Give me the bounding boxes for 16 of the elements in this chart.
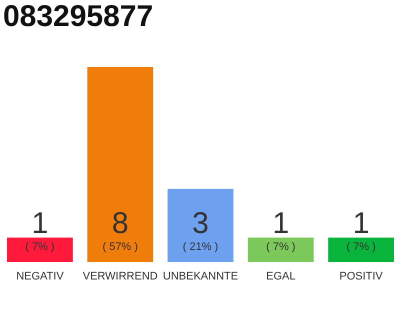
- data-label: 1: [352, 207, 370, 240]
- data-label: 8: [112, 207, 129, 240]
- data-label: 3: [192, 207, 209, 240]
- annotation: ( 7% ): [25, 241, 55, 253]
- x-tick-label: VERWIRREND: [82, 270, 158, 282]
- data-label: 1: [272, 207, 290, 240]
- chart-title: 083295877: [3, 0, 154, 33]
- x-tick-label: NEGATIV: [16, 270, 64, 282]
- annotation: ( 57% ): [102, 241, 138, 253]
- x-tick-label: UNBEKANNTE: [162, 270, 238, 282]
- x-tick-label: POSITIV: [339, 270, 384, 282]
- annotation: ( 21% ): [182, 241, 218, 253]
- x-tick-label: EGAL: [266, 270, 296, 282]
- data-label: 1: [32, 207, 48, 240]
- annotation: ( 7% ): [346, 241, 376, 253]
- annotation: ( 7% ): [266, 241, 296, 253]
